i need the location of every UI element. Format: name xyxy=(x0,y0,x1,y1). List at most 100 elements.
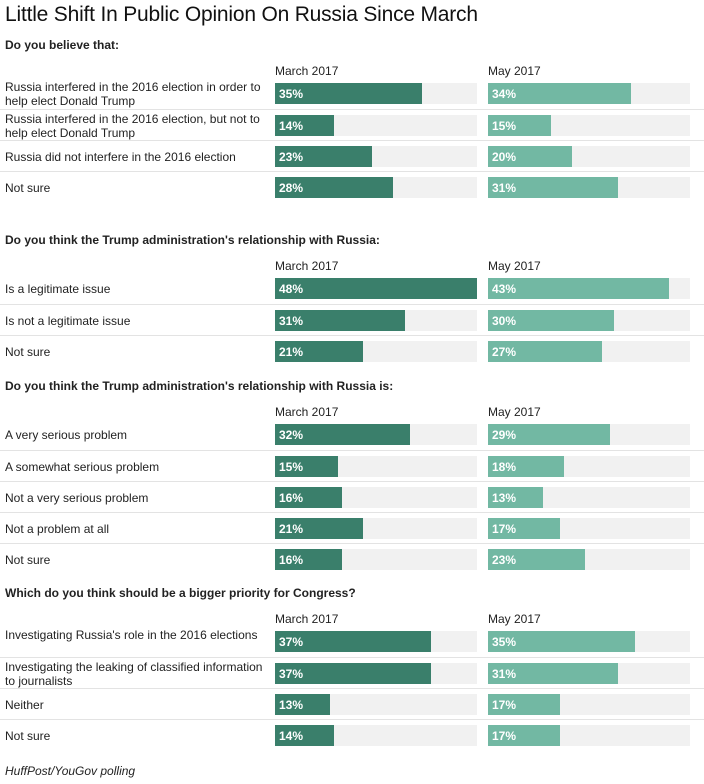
bar-track-march: 16% xyxy=(275,487,477,508)
data-label-march: 32% xyxy=(279,428,304,442)
data-label-march: 15% xyxy=(279,460,304,474)
bar-row: Russia interfered in the 2016 election i… xyxy=(0,78,704,109)
bar-may: 29% xyxy=(488,424,611,445)
bar-may: 43% xyxy=(488,278,669,299)
bar-row: Investigating the leaking of classified … xyxy=(0,657,704,688)
bar-track-march: 37% xyxy=(275,663,477,684)
data-label-march: 14% xyxy=(279,729,304,743)
bar-row: Not a problem at all 21% 17% xyxy=(0,512,704,543)
data-label-may: 23% xyxy=(492,553,517,567)
bar-march: 16% xyxy=(275,487,343,508)
bar-row: Is not a legitimate issue 31% 30% xyxy=(0,304,704,335)
bar-track-march: 37% xyxy=(275,631,477,652)
bar-may: 31% xyxy=(488,177,619,198)
question-heading: Do you believe that: xyxy=(5,38,120,52)
data-label-may: 15% xyxy=(492,119,517,133)
bar-row: Not a very serious problem 16% 13% xyxy=(0,481,704,512)
category-label: Is a legitimate issue xyxy=(5,282,111,296)
bar-row: Not sure 28% 31% xyxy=(0,171,704,202)
bar-track-may: 31% xyxy=(488,177,690,198)
data-label-may: 43% xyxy=(492,282,517,296)
bar-track-may: 23% xyxy=(488,549,690,570)
bar-track-may: 17% xyxy=(488,694,690,715)
data-label-may: 29% xyxy=(492,428,517,442)
bar-may: 15% xyxy=(488,115,552,136)
bar-row: Not sure 14% 17% xyxy=(0,719,704,750)
bar-track-may: 18% xyxy=(488,456,690,477)
data-label-may: 30% xyxy=(492,314,517,328)
column-header-march: March 2017 xyxy=(275,612,339,626)
source-note: HuffPost/YouGov polling xyxy=(5,764,136,778)
data-label-may: 35% xyxy=(492,635,517,649)
bar-row: Neither 13% 17% xyxy=(0,688,704,719)
chart-title: Little Shift In Public Opinion On Russia… xyxy=(5,3,478,26)
bar-row: A very serious problem 32% 29% xyxy=(0,419,704,450)
bar-row: Russia interfered in the 2016 election, … xyxy=(0,109,704,140)
bar-march: 37% xyxy=(275,663,431,684)
bar-track-may: 13% xyxy=(488,487,690,508)
bar-may: 18% xyxy=(488,456,564,477)
bar-track-may: 29% xyxy=(488,424,690,445)
data-label-march: 16% xyxy=(279,553,304,567)
category-label: Not sure xyxy=(5,729,51,743)
bar-track-march: 14% xyxy=(275,725,477,746)
category-label: Is not a legitimate issue xyxy=(5,314,131,328)
bar-may: 13% xyxy=(488,487,543,508)
bar-may: 34% xyxy=(488,83,632,104)
bar-row: Not sure 16% 23% xyxy=(0,543,704,574)
bar-track-march: 48% xyxy=(275,278,477,299)
bar-track-may: 34% xyxy=(488,83,690,104)
data-label-may: 17% xyxy=(492,729,517,743)
column-header-may: May 2017 xyxy=(488,405,541,419)
data-label-march: 21% xyxy=(279,345,304,359)
bar-track-march: 13% xyxy=(275,694,477,715)
data-label-march: 48% xyxy=(279,282,304,296)
bar-may: 17% xyxy=(488,518,560,539)
bar-track-march: 21% xyxy=(275,518,477,539)
data-label-may: 34% xyxy=(492,87,517,101)
bar-may: 35% xyxy=(488,631,636,652)
bar-march: 14% xyxy=(275,115,334,136)
bar-track-may: 35% xyxy=(488,631,690,652)
data-label-may: 31% xyxy=(492,181,517,195)
data-label-march: 31% xyxy=(279,314,304,328)
category-label: Not a very serious problem xyxy=(5,491,149,505)
bar-track-may: 43% xyxy=(488,278,690,299)
category-label: Investigating Russia's role in the 2016 … xyxy=(5,628,258,642)
bar-march: 13% xyxy=(275,694,330,715)
category-label: Russia interfered in the 2016 election i… xyxy=(5,80,261,108)
bar-track-may: 20% xyxy=(488,146,690,167)
category-label: Not sure xyxy=(5,553,51,567)
data-label-may: 17% xyxy=(492,522,517,536)
column-header-march: March 2017 xyxy=(275,259,339,273)
bar-track-march: 28% xyxy=(275,177,477,198)
bar-march: 21% xyxy=(275,341,364,362)
question-heading: Which do you think should be a bigger pr… xyxy=(5,586,356,600)
category-label: Not a problem at all xyxy=(5,522,110,536)
bar-track-may: 31% xyxy=(488,663,690,684)
category-label: Russia did not interfere in the 2016 ele… xyxy=(5,150,236,164)
category-label: Investigating the leaking of classified … xyxy=(5,660,263,688)
bar-track-may: 17% xyxy=(488,518,690,539)
bar-may: 31% xyxy=(488,663,619,684)
bar-may: 27% xyxy=(488,341,602,362)
bar-row: A somewhat serious problem 15% 18% xyxy=(0,450,704,481)
data-label-march: 13% xyxy=(279,698,304,712)
bar-track-may: 30% xyxy=(488,310,690,331)
bar-march: 37% xyxy=(275,631,431,652)
bar-row: Russia did not interfere in the 2016 ele… xyxy=(0,140,704,171)
data-label-march: 37% xyxy=(279,635,304,649)
bar-row: Investigating Russia's role in the 2016 … xyxy=(0,626,704,657)
data-label-may: 17% xyxy=(492,698,517,712)
category-label: Russia interfered in the 2016 election, … xyxy=(5,112,260,140)
bar-track-may: 27% xyxy=(488,341,690,362)
bar-march: 32% xyxy=(275,424,410,445)
column-header-march: March 2017 xyxy=(275,405,339,419)
bar-track-march: 32% xyxy=(275,424,477,445)
data-label-may: 13% xyxy=(492,491,517,505)
bar-march: 48% xyxy=(275,278,477,299)
column-header-may: May 2017 xyxy=(488,259,541,273)
category-label: Not sure xyxy=(5,345,51,359)
bar-may: 17% xyxy=(488,694,560,715)
data-label-march: 35% xyxy=(279,87,304,101)
